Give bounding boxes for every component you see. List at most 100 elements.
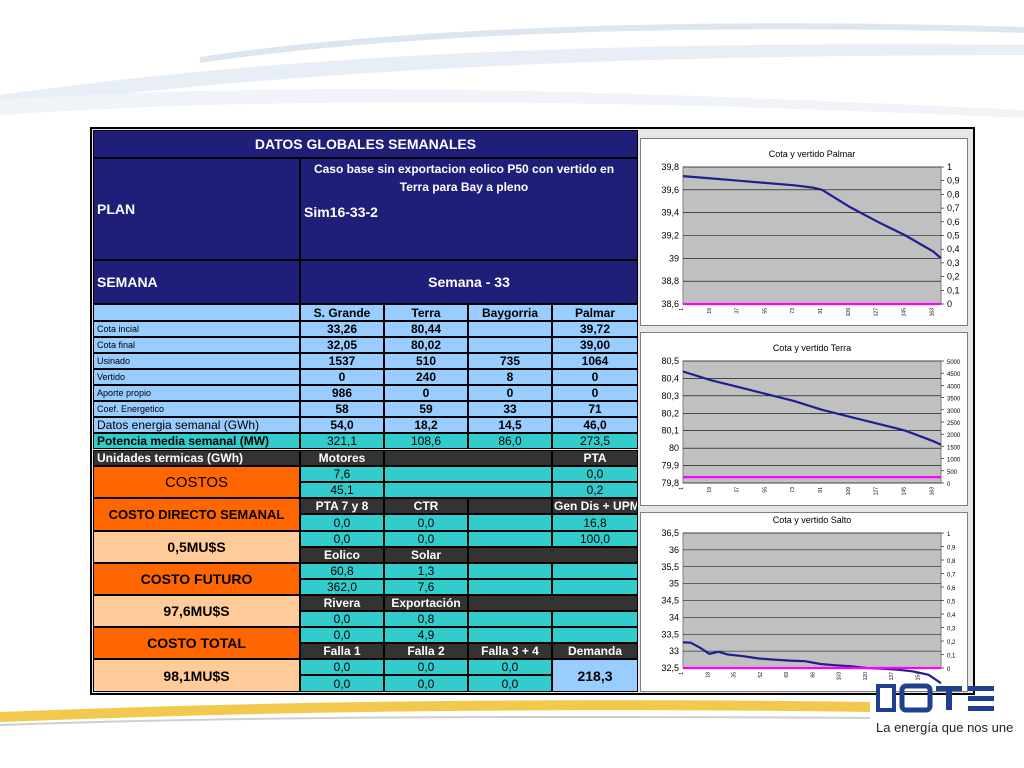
y-tick-label: 80,3	[661, 391, 679, 401]
row-value: 59	[384, 401, 468, 417]
pta-value: 0,0	[552, 466, 638, 482]
demanda-header: Demanda	[552, 643, 638, 659]
rivera-value: 0,0	[300, 627, 384, 643]
chart-palmar-svg: Cota y vertido Palmar 39,8 39,6 39,4 39,2 39 3…	[661, 149, 960, 317]
x-tick-label: 55	[762, 308, 768, 314]
y2-tick-label: 0,9	[947, 176, 960, 186]
gendis-header: Gen Dis + UPM	[552, 498, 638, 514]
y2-tick-label: 0,7	[947, 573, 956, 579]
eolico-value: 60,8	[300, 563, 384, 579]
row-value: 39,72	[552, 321, 638, 337]
x-tick-label: 120	[863, 672, 869, 681]
row-label: Aporte propio	[93, 385, 300, 401]
row-value: 8	[468, 369, 552, 385]
x-tick-label: 91	[818, 487, 824, 493]
y2-tick-label: 1000	[947, 458, 961, 464]
y2-tick-label: 0,5	[947, 600, 956, 606]
semana-label: SEMANA	[93, 260, 300, 304]
y2-tick-label: 0,9	[947, 546, 956, 552]
solar-value: 1,3	[384, 563, 468, 579]
pta-value: 0,2	[552, 482, 638, 498]
pta78-value: 0,0	[300, 514, 384, 531]
y-tick-label: 34	[669, 612, 679, 622]
y-tick-label: 80,4	[661, 373, 679, 383]
x-tick-label: 103	[837, 672, 843, 681]
row-label: Cota final	[93, 337, 300, 353]
y2-tick-label: 0,6	[947, 217, 960, 227]
blank-cell	[552, 611, 638, 627]
x-tick-label: 69	[784, 672, 790, 678]
y2-tick-label: 2500	[947, 421, 961, 427]
y2-tick-label: 3000	[947, 409, 961, 415]
chart-title: Cota y vertido Terra	[773, 343, 851, 353]
chart-terra: Cota y vertido Terra 80,5 80,4 80,3 80,2 80,1…	[640, 332, 968, 506]
costo-total-label: COSTO TOTAL	[93, 627, 300, 659]
x-tick-label: 35	[732, 672, 738, 678]
row-value: 46,0	[552, 417, 638, 433]
x-tick-label: 163	[929, 487, 935, 496]
blank-cell	[552, 563, 638, 579]
row-value: 735	[468, 353, 552, 369]
chart-title: Cota y vertido Salto	[773, 515, 852, 525]
x-tick-label: 52	[758, 672, 764, 678]
eolico-header: Eolico	[300, 547, 384, 563]
plan-description: Caso base sin exportacion eolico P50 con…	[313, 162, 615, 194]
pta78-header: PTA 7 y 8	[300, 498, 384, 514]
y-tick-label: 35	[669, 579, 679, 589]
falla2-value: 0,0	[384, 675, 468, 692]
y2-tick-label: 0	[947, 482, 951, 488]
y2-tick-label: 2000	[947, 433, 961, 439]
x-tick-label: 145	[901, 487, 907, 496]
table-title: DATOS GLOBALES SEMANALES	[93, 130, 638, 158]
blank-cell	[468, 531, 552, 547]
falla34-header: Falla 3 + 4	[468, 643, 552, 659]
x-tick-label: 145	[901, 308, 907, 317]
plants-header-blank	[93, 304, 300, 321]
falla1-header: Falla 1	[300, 643, 384, 659]
plan-cell: Caso base sin exportacion eolico P50 con…	[300, 158, 638, 260]
row-label: Potencia media semanal (MW)	[93, 433, 300, 449]
row-value	[468, 337, 552, 353]
row-value: 0	[384, 385, 468, 401]
costos-label: COSTOS	[93, 466, 300, 498]
blank-cell	[552, 579, 638, 595]
x-tick-label: 1	[679, 672, 685, 675]
y2-tick-label: 0,8	[947, 189, 960, 199]
y2-tick-label: 4500	[947, 372, 961, 378]
blank-cell	[384, 482, 552, 498]
chart-title: Cota y vertido Palmar	[769, 149, 856, 159]
row-label: Usinado	[93, 353, 300, 369]
x-tick-label: 109	[846, 308, 852, 317]
y-tick-label: 80,2	[661, 408, 679, 418]
export-header: Exportación	[384, 595, 468, 611]
y-tick-label: 39,2	[661, 231, 679, 241]
costo-directo-label: COSTO DIRECTO SEMANAL	[93, 498, 300, 531]
y-tick-label: 38,8	[661, 276, 679, 286]
y2-tick-label: 500	[947, 470, 958, 476]
termicas-label: Unidades termicas (GWh)	[93, 450, 300, 466]
falla2-value: 0,0	[384, 659, 468, 675]
y2-tick-label: 0,1	[947, 654, 956, 660]
y-tick-label: 32,5	[661, 663, 679, 673]
blank-cell	[468, 563, 552, 579]
cota-series-line	[682, 641, 942, 685]
row-value: 54,0	[300, 417, 384, 433]
y2-tick-label: 0,2	[947, 640, 956, 646]
row-label: Vertido	[93, 369, 300, 385]
y2-tick-label: 0,8	[947, 559, 956, 565]
y2-tick-label: 0,6	[947, 586, 956, 592]
y2-tick-label: 1	[947, 532, 951, 538]
y-tick-label: 34,5	[661, 596, 679, 606]
gendis-value: 16,8	[552, 514, 638, 531]
blank-cell	[468, 579, 552, 595]
pta78-value: 0,0	[300, 531, 384, 547]
x-tick-label: 19	[707, 487, 713, 493]
y2-tick-label: 0,4	[947, 613, 956, 619]
x-tick-label: 19	[707, 308, 713, 314]
termicas-header-blank	[384, 450, 552, 466]
plot-area	[682, 360, 942, 484]
y2-tick-label: 0,1	[947, 285, 960, 295]
rivera-value: 0,0	[300, 611, 384, 627]
chart-palmar: Cota y vertido Palmar 39,8 39,6 39,4 39,2 39 3…	[640, 138, 968, 326]
